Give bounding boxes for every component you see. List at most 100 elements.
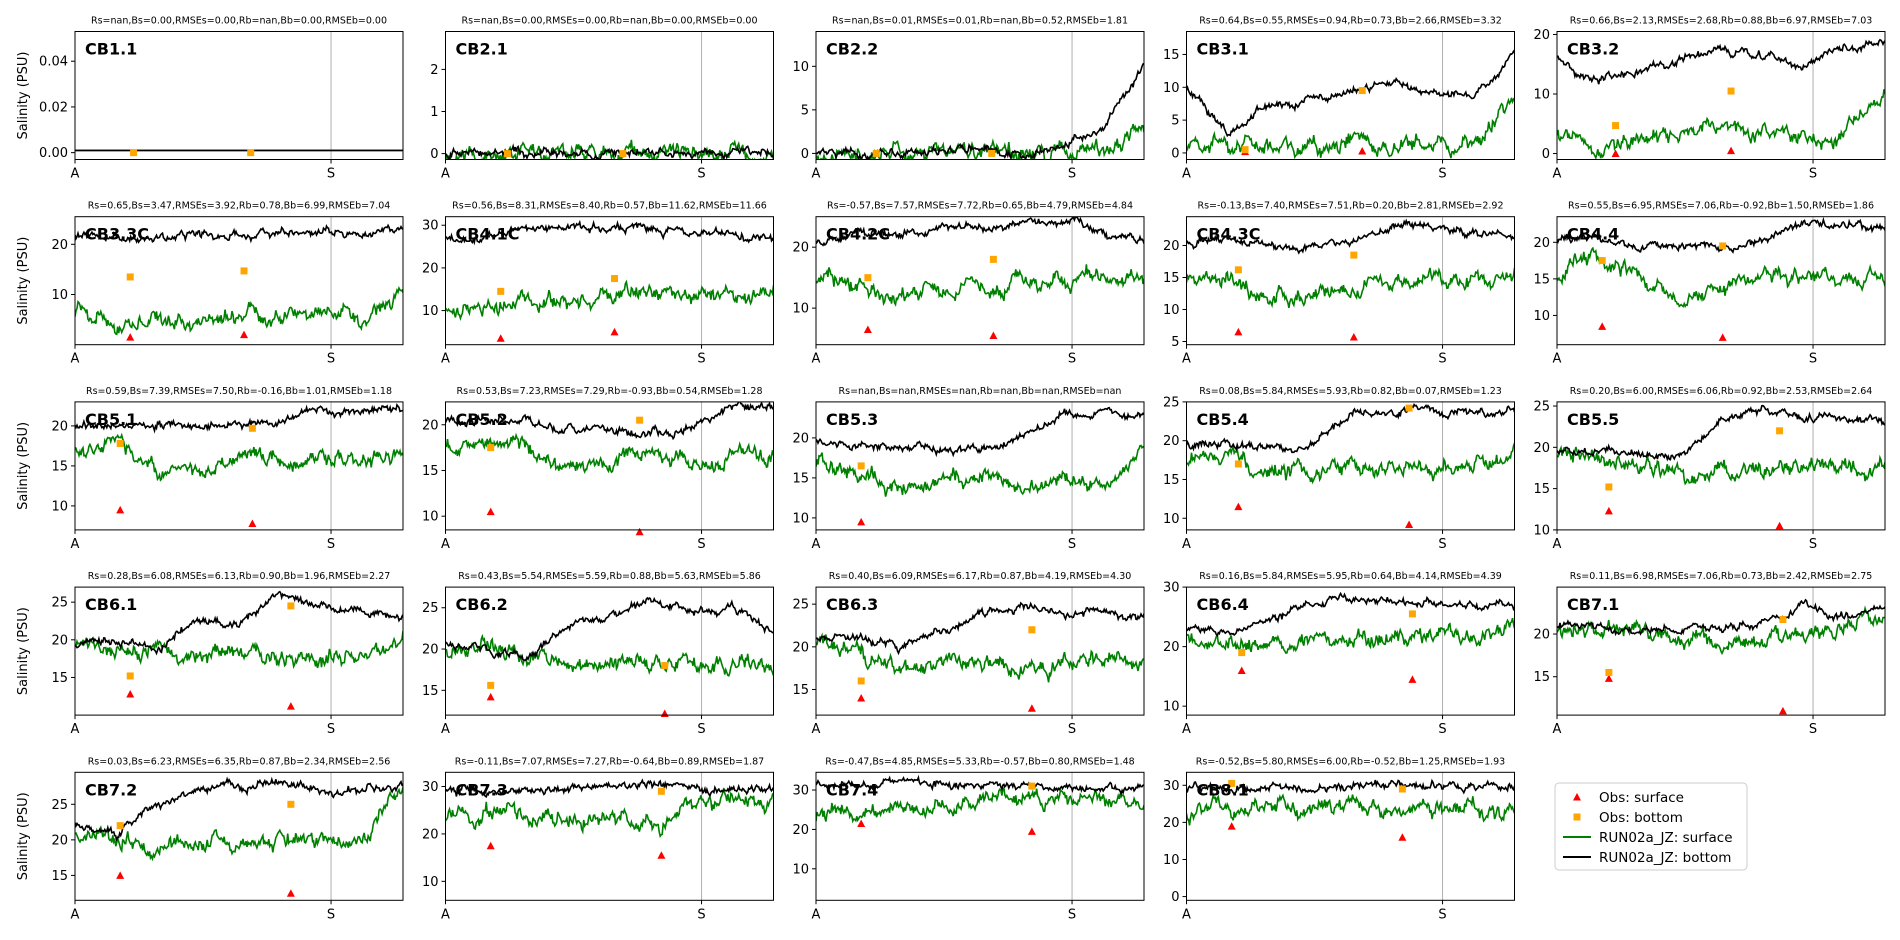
- obs-surface-marker: [1727, 146, 1736, 155]
- y-tick-label: 25: [51, 596, 68, 611]
- panel-stats: Rs=-0.47,Bs=4.85,RMSEs=5.33,Rb=-0.57,Bb=…: [825, 756, 1134, 767]
- obs-surface-marker: [1604, 506, 1613, 515]
- obs-bottom-marker: [287, 602, 295, 610]
- x-tick-label: A: [71, 352, 80, 367]
- y-tick-label: 20: [422, 418, 439, 433]
- y-tick-label: 15: [1533, 482, 1550, 497]
- station-label: CB5.2: [456, 410, 508, 429]
- obs-bottom-marker: [1228, 779, 1236, 787]
- legend-entry: RUN02a_JZ: bottom: [1599, 850, 1731, 866]
- axes-frame: [74, 31, 404, 160]
- y-tick-label: 30: [1163, 581, 1180, 596]
- obs-bottom-marker: [130, 149, 138, 157]
- y-tick-label: 15: [422, 684, 439, 699]
- axes-frame: [74, 216, 404, 346]
- obs-bottom-marker: [857, 462, 865, 470]
- y-axis-label: Salinity (PSU): [16, 792, 31, 880]
- panel-cb5-5: Rs=0.20,Bs=6.00,RMSEs=6.06,Rb=0.92,Bb=2.…: [1533, 386, 1886, 552]
- panel-cb5-2: Rs=0.53,Bs=7.23,RMSEs=7.29,Rb=-0.93,Bb=0…: [422, 386, 774, 552]
- obs-surface-marker: [1227, 822, 1236, 830]
- obs-surface-marker: [1027, 704, 1036, 712]
- model-surface-line: [445, 279, 774, 321]
- station-label: CB6.4: [1197, 595, 1249, 614]
- obs-bottom-marker: [872, 149, 880, 157]
- y-tick-label: 20: [51, 633, 68, 648]
- obs-surface-marker: [248, 519, 257, 527]
- x-tick-label: A: [1182, 907, 1191, 922]
- station-label: CB7.2: [85, 780, 137, 799]
- axes-frame: [815, 771, 1145, 901]
- obs-surface-marker: [486, 841, 495, 850]
- x-tick-label: S: [1809, 167, 1817, 182]
- y-tick-label: 10: [792, 511, 809, 526]
- legend: Obs: surface Obs: bottom RUN02a_JZ: surfac…: [1554, 782, 1748, 871]
- y-axis-label: Salinity (PSU): [16, 237, 31, 325]
- station-label: CB5.3: [826, 410, 878, 429]
- obs-surface-marker: [1234, 502, 1243, 511]
- panel-stats: Rs=-0.11,Bs=7.07,RMSEs=7.27,Rb=-0.64,Bb=…: [455, 756, 764, 767]
- x-tick-label: A: [71, 167, 80, 182]
- x-tick-label: A: [71, 537, 80, 552]
- obs-surface-marker: [1405, 520, 1414, 528]
- obs-surface-marker: [1234, 327, 1243, 336]
- station-label: CB2.2: [826, 40, 878, 59]
- obs-bottom-marker: [1779, 616, 1787, 624]
- y-axis-label: Salinity (PSU): [16, 607, 31, 695]
- y-tick-label: 20: [792, 640, 809, 655]
- station-label: CB4.4: [1567, 225, 1619, 244]
- obs-bottom-marker: [116, 822, 124, 830]
- y-tick-label: 15: [51, 671, 68, 686]
- y-tick-label: 20: [51, 238, 68, 253]
- panel-cb5-1: Rs=0.59,Bs=7.39,RMSEs=7.50,Rb=-0.16,Bb=1…: [16, 386, 404, 552]
- y-tick-label: 0: [801, 147, 809, 162]
- y-tick-label: 15: [51, 869, 68, 884]
- panel-cb7-4: Rs=-0.47,Bs=4.85,RMSEs=5.33,Rb=-0.57,Bb=…: [792, 756, 1145, 922]
- y-tick-label: 30: [1163, 779, 1180, 794]
- obs-bottom-marker: [247, 149, 255, 157]
- y-tick-label: 25: [1163, 395, 1180, 410]
- obs-bottom-marker: [619, 150, 627, 158]
- panel-stats: Rs=0.66,Bs=2.13,RMSEs=2.68,Rb=0.88,Bb=6.…: [1570, 16, 1873, 27]
- panel-stats: Rs=-0.57,Bs=7.57,RMSEs=7.72,Rb=0.65,Bb=4…: [827, 201, 1133, 212]
- y-tick-label: 20: [51, 833, 68, 848]
- panel-stats: Rs=nan,Bs=0.00,RMSEs=0.00,Rb=nan,Bb=0.00…: [91, 16, 387, 27]
- obs-surface-marker: [660, 709, 669, 717]
- model-surface-line: [1186, 791, 1515, 826]
- panel-stats: Rs=0.03,Bs=6.23,RMSEs=6.35,Rb=0.87,Bb=2.…: [88, 756, 391, 767]
- axes-frame: [1556, 31, 1886, 160]
- y-tick-label: 20: [1533, 28, 1550, 43]
- obs-bottom-marker: [497, 287, 505, 295]
- obs-surface-marker: [126, 690, 135, 698]
- model-bottom-line: [445, 143, 774, 160]
- y-tick-label: 10: [1163, 303, 1180, 318]
- axes-frame: [1556, 586, 1886, 716]
- obs-surface-marker: [1237, 666, 1246, 674]
- model-surface-line: [1186, 267, 1515, 309]
- y-tick-label: 25: [792, 598, 809, 613]
- obs-surface-marker: [657, 851, 666, 859]
- x-tick-label: A: [441, 167, 450, 182]
- obs-bottom-marker: [611, 275, 619, 283]
- station-label: CB8.1: [1197, 780, 1249, 799]
- x-tick-label: A: [1182, 537, 1191, 552]
- panel-stats: Rs=0.56,Bs=8.31,RMSEs=8.40,Rb=0.57,Bb=11…: [452, 201, 767, 212]
- y-tick-label: 20: [1163, 434, 1180, 449]
- model-bottom-line: [1186, 591, 1515, 638]
- y-tick-label: 25: [422, 601, 439, 616]
- axes-frame: [445, 401, 774, 531]
- panel-cb3-2: Rs=0.66,Bs=2.13,RMSEs=2.68,Rb=0.88,Bb=6.…: [1533, 16, 1886, 182]
- axes-frame: [1556, 401, 1886, 531]
- panel-cb4-1c: Rs=0.56,Bs=8.31,RMSEs=8.40,Rb=0.57,Bb=11…: [422, 201, 774, 367]
- y-tick-label: 10: [1533, 523, 1550, 538]
- obs-bottom-marker: [1598, 257, 1606, 265]
- obs-bottom-marker: [1234, 460, 1242, 468]
- axes-frame: [1186, 586, 1515, 716]
- obs-surface-marker: [486, 692, 495, 701]
- model-bottom-line: [1557, 404, 1885, 462]
- obs-bottom-marker: [1605, 483, 1613, 491]
- obs-bottom-marker: [1727, 87, 1735, 95]
- model-bottom-line: [75, 590, 403, 656]
- y-tick-label: 15: [792, 471, 809, 486]
- y-tick-label: 20: [422, 261, 439, 276]
- y-tick-label: 0: [1171, 890, 1179, 905]
